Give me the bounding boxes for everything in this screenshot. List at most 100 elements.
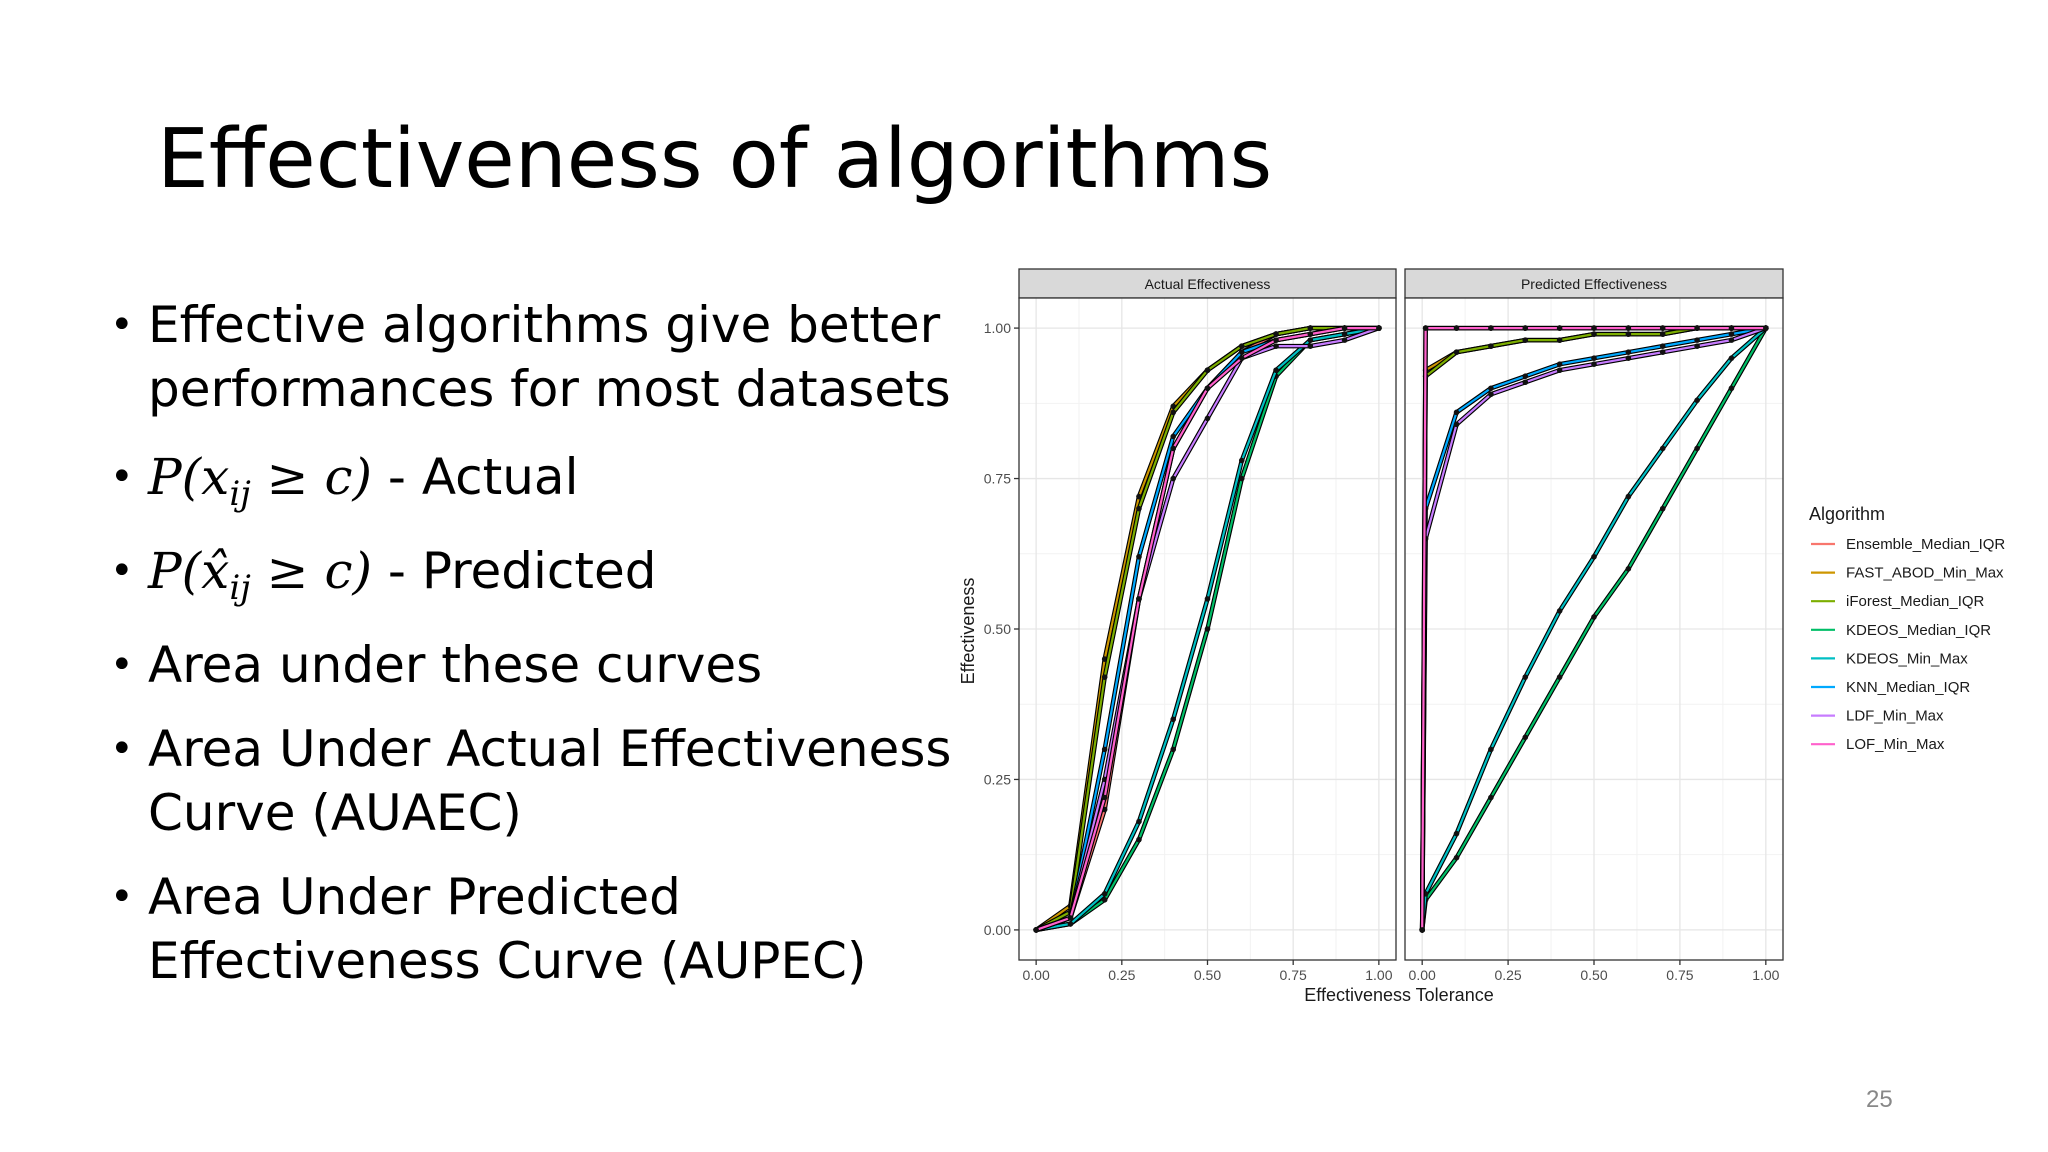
point: [1591, 361, 1597, 368]
legend-title: Algorithm: [1809, 504, 1885, 524]
bullet-dot: •: [110, 642, 134, 688]
bullet-label: Effectiveness Curve (AUPEC): [148, 932, 867, 990]
bullet-dot: •: [110, 726, 134, 772]
bullet-label: Area Under Actual Effectiveness: [148, 720, 952, 778]
point: [1136, 596, 1142, 602]
point: [1488, 325, 1494, 331]
point: [1453, 854, 1460, 861]
point: [1453, 349, 1460, 355]
point: [1422, 325, 1429, 331]
bullet-dot: •: [110, 454, 134, 500]
formula: P(x̂ij ≥ c): [148, 542, 372, 608]
point: [1307, 331, 1314, 337]
formula-sub: ij: [229, 474, 251, 514]
strip: [1404, 268, 1784, 299]
formula-part: x: [201, 448, 230, 506]
bullet-dot: •: [110, 548, 134, 594]
panel-border: [1404, 297, 1784, 961]
point: [1453, 409, 1460, 416]
point: [1763, 325, 1769, 331]
point: [1101, 674, 1108, 680]
point: [1101, 746, 1108, 753]
line: [1421, 327, 1767, 930]
point: [1694, 397, 1700, 404]
point: [1659, 325, 1666, 331]
bullet-text: performances for most datasets: [148, 360, 951, 418]
point: [1170, 409, 1177, 416]
bullet-dot: •: [110, 302, 134, 348]
bullet-label: Curve (AUAEC): [148, 784, 522, 842]
point: [1204, 367, 1211, 374]
point: [1453, 325, 1460, 331]
bullet-text: Effective algorithms give better: [148, 296, 940, 354]
point: [1204, 415, 1211, 422]
point: [1694, 337, 1700, 343]
bullet-text: P(xij ≥ c) - Actual: [148, 448, 578, 514]
point: [1694, 325, 1700, 331]
legend-label: FAST_ABOD_Min_Max: [1846, 565, 2004, 582]
bullet-label: - Predicted: [371, 542, 657, 600]
point: [1067, 915, 1074, 921]
point: [1067, 921, 1074, 927]
series: [1419, 325, 1769, 933]
point: [1659, 343, 1666, 349]
point: [1307, 343, 1314, 349]
line: [1421, 327, 1767, 931]
legend-label: KDEOS_Median_IQR: [1846, 622, 1991, 639]
point: [1728, 355, 1735, 361]
bullet-text: Curve (AUAEC): [148, 784, 522, 842]
point: [1556, 367, 1563, 374]
point: [1625, 349, 1632, 355]
point: [1273, 367, 1279, 374]
point: [1341, 325, 1348, 331]
bullet-text: Area Under Actual Effectiveness: [148, 720, 951, 778]
bullet-text: P(x̂ij ≥ c) - Predicted: [148, 542, 657, 608]
point: [1273, 337, 1279, 343]
point: [1591, 355, 1597, 361]
point: [1136, 553, 1142, 560]
point: [1170, 445, 1177, 452]
formula-part: ≥ c): [250, 542, 372, 600]
point: [1453, 830, 1460, 837]
formula-part: P(: [148, 448, 202, 506]
series: [1419, 325, 1769, 933]
point: [1204, 626, 1211, 632]
line: [1421, 326, 1766, 930]
y-tick-label: 0.00: [984, 922, 1011, 938]
y-tick-label: 0.75: [984, 471, 1011, 487]
panel-title: Predicted Effectiveness: [1521, 276, 1667, 292]
point: [1522, 325, 1529, 331]
point: [1556, 608, 1563, 614]
series: [1033, 325, 1382, 933]
point: [1625, 566, 1632, 572]
point: [1170, 475, 1177, 482]
point: [1136, 505, 1142, 512]
point: [1556, 337, 1563, 343]
point: [1170, 746, 1177, 753]
point: [1488, 746, 1494, 753]
point: [1694, 343, 1700, 349]
panel-title: Actual Effectiveness: [1145, 276, 1271, 292]
formula-part: x̂: [201, 542, 230, 600]
legend-label: iForest_Median_IQR: [1846, 593, 1985, 610]
x-tick-label: 0.50: [1194, 967, 1221, 983]
point: [1659, 331, 1666, 337]
point: [1591, 325, 1597, 331]
x-tick-label: 1.00: [1752, 967, 1779, 983]
point: [1273, 331, 1279, 337]
point: [1659, 445, 1666, 452]
series: [1033, 325, 1382, 933]
point: [1170, 433, 1177, 440]
point: [1238, 457, 1245, 464]
bullet-text: Effectiveness Curve (AUPEC): [148, 932, 866, 990]
point: [1488, 391, 1494, 398]
formula-sub: ij: [229, 568, 251, 608]
point: [1307, 337, 1314, 343]
point: [1101, 897, 1108, 903]
bullet-label: Effective algorithms give better: [148, 296, 941, 354]
point: [1453, 421, 1460, 428]
point: [1341, 337, 1348, 343]
formula: P(xij ≥ c): [148, 448, 372, 514]
point: [1728, 337, 1735, 343]
